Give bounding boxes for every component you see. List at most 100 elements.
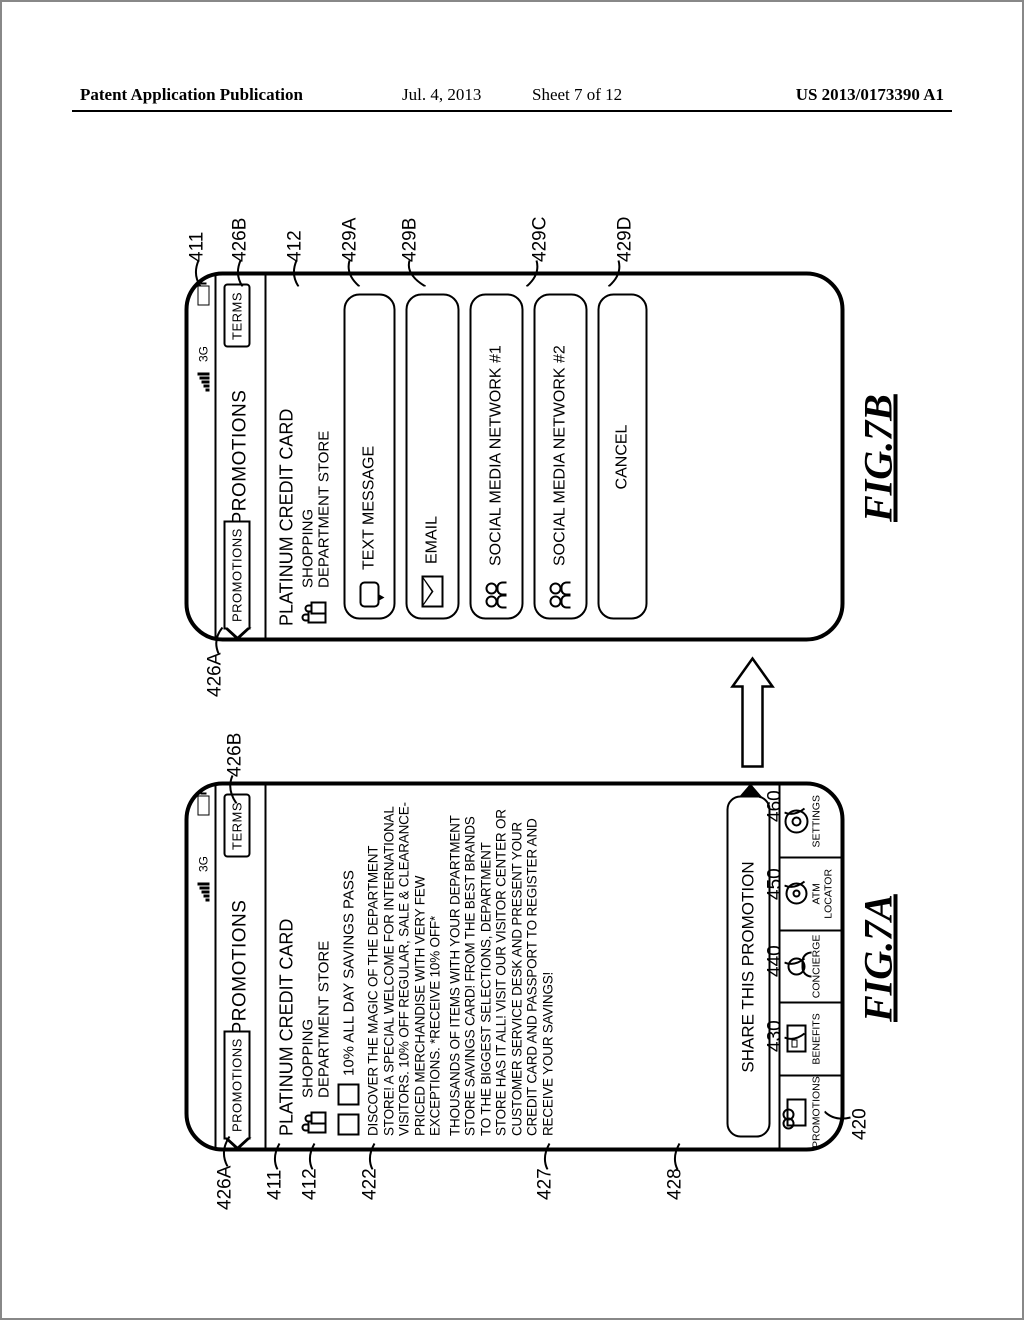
tab-settings[interactable]: SETTINGS: [781, 786, 841, 857]
email-icon: [422, 576, 444, 608]
leader-line: [406, 259, 431, 287]
ref-412: 412: [300, 1168, 322, 1200]
screen-title: PROMOTIONS: [230, 900, 252, 1035]
promo-paragraph-1: DISCOVER THE MAGIC OF THE DEPARTMENT STO…: [366, 798, 444, 1136]
tab-atm-locator[interactable]: ATM LOCATOR: [781, 857, 841, 930]
ref-411-b: 411: [187, 232, 209, 262]
text-message-icon: [360, 582, 380, 608]
share-option-social-2[interactable]: SOCIAL MEDIA NETWORK #2: [534, 294, 588, 620]
savings-pass-row: 10% ALL DAY SAVINGS PASS: [338, 798, 360, 1136]
content-area: PLATINUM CREDIT CARD SHOPPING DEPARTMENT…: [267, 786, 562, 1148]
ref-460: 460: [765, 790, 787, 822]
ref-428: 428: [665, 1168, 687, 1200]
signal-bars-icon: [198, 882, 210, 901]
ref-427: 427: [535, 1168, 557, 1200]
option-label: EMAIL: [424, 516, 442, 564]
ref-450: 450: [765, 868, 787, 900]
publication-label: Patent Application Publication: [80, 85, 303, 105]
leader-line: [672, 1140, 687, 1170]
screen-title: PROMOTIONS: [230, 390, 252, 525]
social-icon: [550, 578, 572, 608]
category-text: SHOPPING DEPARTMENT STORE: [301, 431, 333, 588]
ref-429b: 429B: [400, 218, 422, 262]
ref-422: 422: [360, 1168, 382, 1200]
share-label: SHARE THIS PROMOTION: [739, 861, 758, 1072]
detail-icon-2: [338, 1084, 360, 1106]
leader-line: [367, 1140, 382, 1170]
leader-line: [825, 1102, 853, 1122]
leader-line: [272, 1140, 287, 1170]
signal-bars-icon: [198, 372, 210, 391]
figure-label-7b: FIG.7B: [855, 394, 902, 522]
detail-icon-1: [338, 1114, 360, 1136]
ref-426b: 426B: [225, 733, 247, 777]
ref-426a: 426A: [215, 1166, 237, 1210]
leader-line: [213, 624, 231, 654]
option-label: SOCIAL MEDIA NETWORK #1: [488, 345, 506, 566]
ref-440: 440: [765, 945, 787, 977]
share-option-social-1[interactable]: SOCIAL MEDIA NETWORK #1: [470, 294, 524, 620]
leader-line: [193, 259, 208, 287]
flow-arrow-icon: [728, 652, 778, 772]
ref-412-b: 412: [285, 230, 307, 262]
ref-429d: 429D: [615, 217, 637, 262]
category-text: SHOPPING DEPARTMENT STORE: [301, 941, 333, 1098]
network-label: 3G: [197, 346, 211, 362]
leader-line: [291, 259, 306, 287]
figure-landscape: 3G PROMOTIONS PROMOTIONS TERMS PLATINUM …: [165, 162, 865, 1182]
figure-wrapper: 3G PROMOTIONS PROMOTIONS TERMS PLATINUM …: [5, 245, 1024, 1100]
back-button[interactable]: PROMOTIONS: [224, 1030, 251, 1140]
category-line2: DEPARTMENT STORE: [316, 941, 333, 1098]
figure-label-7a: FIG.7A: [855, 894, 902, 1022]
leader-line: [785, 802, 807, 817]
leader-line: [235, 259, 250, 287]
ref-411: 411: [265, 1170, 287, 1200]
shopping-bag-icon: [300, 596, 334, 626]
card-name: PLATINUM CREDIT CARD: [277, 288, 298, 626]
leader-line: [307, 1140, 322, 1170]
option-label: SOCIAL MEDIA NETWORK #2: [552, 345, 570, 566]
phone-7a: 3G PROMOTIONS PROMOTIONS TERMS PLATINUM …: [185, 782, 845, 1152]
savings-pass-label: 10% ALL DAY SAVINGS PASS: [340, 870, 357, 1076]
shopping-bag-icon: [300, 1106, 334, 1136]
sheet-number: Sheet 7 of 12: [532, 85, 622, 105]
header-rule: [72, 110, 952, 112]
leader-line: [785, 875, 807, 890]
category-line1: SHOPPING: [300, 509, 317, 588]
terms-button[interactable]: TERMS: [224, 284, 251, 348]
page: Patent Application Publication Jul. 4, 2…: [0, 0, 1024, 1320]
publication-date: Jul. 4, 2013: [402, 85, 481, 105]
category-line1: SHOPPING: [300, 1019, 317, 1098]
share-option-text[interactable]: TEXT MESSAGE: [344, 294, 396, 620]
title-bar: PROMOTIONS PROMOTIONS TERMS: [215, 786, 267, 1148]
leader-line: [220, 1132, 240, 1167]
social-icon: [486, 578, 508, 608]
leader-line: [542, 1140, 557, 1170]
category-row: SHOPPING DEPARTMENT STORE: [300, 798, 334, 1136]
status-bar: 3G: [189, 786, 215, 1148]
content-area: PLATINUM CREDIT CARD SHOPPING DEPARTMENT…: [267, 276, 664, 638]
leader-line: [525, 259, 543, 287]
promo-paragraph-2: THOUSANDS OF ITEMS WITH YOUR DEPARTMENT …: [447, 798, 556, 1136]
share-option-email[interactable]: EMAIL: [406, 294, 460, 620]
battery-icon: [198, 286, 210, 306]
back-button[interactable]: PROMOTIONS: [224, 520, 251, 630]
ref-426b-b: 426B: [230, 218, 252, 262]
cancel-label: CANCEL: [614, 425, 632, 490]
ref-420: 420: [850, 1108, 872, 1140]
cancel-button[interactable]: CANCEL: [598, 294, 648, 620]
card-name: PLATINUM CREDIT CARD: [277, 798, 298, 1136]
phone-7b: 3G PROMOTIONS PROMOTIONS TERMS PLATINUM …: [185, 272, 845, 642]
category-row: SHOPPING DEPARTMENT STORE: [300, 288, 334, 626]
leader-line: [607, 259, 625, 287]
title-bar: PROMOTIONS PROMOTIONS TERMS: [215, 276, 267, 638]
promotions-icon: [787, 1098, 807, 1126]
leader-line: [227, 774, 245, 804]
ref-429c: 429C: [530, 217, 552, 262]
battery-icon: [198, 796, 210, 816]
ref-429a: 429A: [340, 218, 362, 262]
leader-line: [785, 1027, 807, 1042]
ref-426a-b: 426A: [205, 653, 227, 697]
tab-bar: PROMOTIONS BENEFITS CONCIERGE ATM LOCATO…: [779, 786, 841, 1148]
publication-number: US 2013/0173390 A1: [796, 85, 944, 105]
